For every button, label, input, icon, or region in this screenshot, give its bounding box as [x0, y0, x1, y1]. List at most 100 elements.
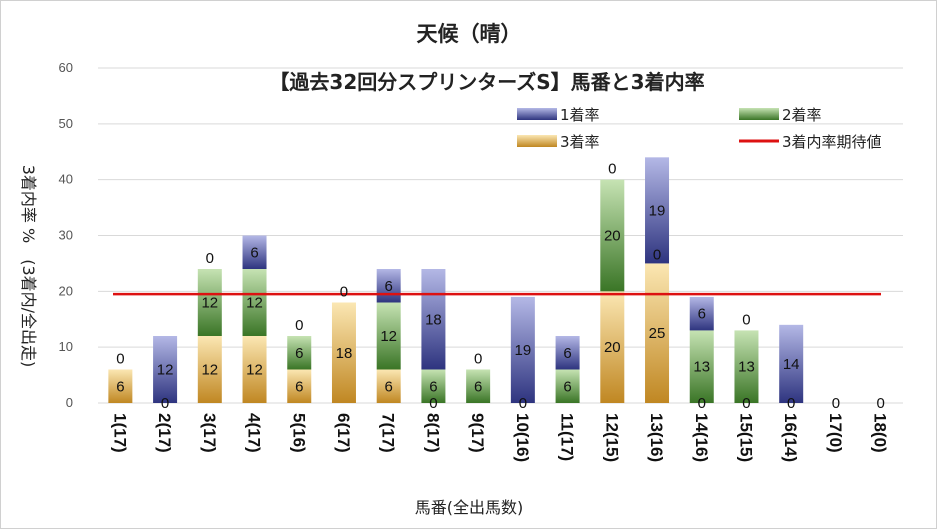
data-label: 12 [201, 295, 218, 312]
data-label: 14 [783, 356, 800, 373]
data-label: 13 [693, 359, 710, 376]
bars [108, 157, 804, 403]
bar-segment-series3-cat1 [108, 369, 133, 403]
x-tick-label: 11(17) [558, 413, 577, 461]
gridlines [98, 67, 903, 404]
y-axis-label: 3着内率 % (3着内/全出走) [19, 165, 38, 368]
bar-segment-series2-cat5 [287, 336, 312, 370]
y-tick-label: 60 [59, 60, 73, 75]
bar-segment-series2-cat14 [689, 330, 714, 403]
bar-segment-series1-cat11 [555, 336, 580, 370]
bar-segment-series2-cat3 [197, 269, 222, 336]
bar-segment-series2-cat7 [376, 302, 401, 370]
x-tick-label: 7(17) [379, 413, 398, 453]
data-label: 0 [832, 395, 840, 412]
data-label: 0 [608, 161, 616, 178]
bar-segment-series1-cat7 [376, 269, 401, 303]
bar-segment-series2-cat12 [600, 179, 625, 292]
data-label: 0 [429, 395, 437, 412]
data-label: 0 [206, 250, 214, 267]
x-tick-label: 8(17) [423, 413, 442, 453]
bar-segment-series3-cat5 [287, 369, 312, 403]
data-label: 6 [295, 345, 303, 362]
bar-segment-series1-cat8 [421, 269, 446, 370]
data-label: 25 [649, 325, 666, 342]
data-label: 12 [380, 328, 397, 345]
data-label: 0 [161, 395, 169, 412]
x-tick-label: 2(17) [155, 413, 174, 453]
data-label: 6 [474, 378, 482, 395]
x-tick-label: 15(15) [736, 413, 755, 462]
chart-title: 天候（晴） [417, 22, 522, 46]
data-label: 6 [563, 345, 571, 362]
legend-label: 3着率 [560, 133, 600, 151]
data-label: 6 [250, 244, 258, 261]
x-tick-label: 14(16) [692, 413, 711, 462]
chart-subtitle: 【過去32回分スプリンターズS】馬番と3着内率 [269, 70, 704, 94]
legend-swatch [517, 135, 557, 147]
x-tick-label: 10(16) [513, 413, 532, 462]
x-tick-label: 6(17) [334, 413, 353, 453]
data-label: 0 [653, 246, 661, 263]
bar-segment-series2-cat11 [555, 369, 580, 403]
y-axis-ticks: 0 10 20 30 40 50 60 [59, 60, 73, 410]
bar-segment-series1-cat4 [242, 235, 267, 269]
data-label: 19 [515, 342, 532, 359]
x-tick-label: 12(15) [602, 413, 621, 462]
data-label: 6 [698, 306, 706, 323]
bar-segment-series3-cat12 [600, 291, 625, 403]
data-label: 12 [157, 362, 174, 379]
data-label: 13 [738, 359, 755, 376]
x-tick-label: 9(17) [468, 413, 487, 453]
bar-segment-series1-cat14 [689, 296, 714, 331]
bar-segment-series3-cat4 [242, 336, 267, 403]
x-tick-label: 1(17) [110, 413, 129, 453]
data-label: 6 [385, 378, 393, 395]
bar-segment-series1-cat2 [153, 336, 178, 403]
data-label: 0 [116, 351, 124, 368]
x-tick-label: 3(17) [200, 413, 219, 453]
data-label: 0 [876, 395, 884, 412]
data-label: 0 [742, 311, 750, 328]
x-tick-label: 16(14) [781, 413, 800, 462]
data-label: 18 [425, 311, 442, 328]
data-label: 0 [474, 351, 482, 368]
bar-segment-series3-cat7 [376, 369, 401, 403]
bar-segment-series2-cat4 [242, 269, 267, 336]
legend: 1着率 2着率 3着率 3着内率期待値 [517, 106, 882, 151]
x-tick-label: 17(0) [826, 413, 845, 453]
data-label: 12 [246, 362, 263, 379]
y-tick-label: 30 [59, 228, 73, 243]
data-label: 12 [246, 295, 263, 312]
bar-segment-series3-cat6 [331, 302, 356, 403]
data-label: 18 [336, 345, 353, 362]
x-tick-label: 5(16) [289, 413, 308, 453]
data-label: 6 [385, 278, 393, 295]
data-label: 0 [742, 395, 750, 412]
bar-segment-series3-cat3 [197, 336, 222, 403]
data-label: 20 [604, 228, 621, 245]
data-label: 20 [604, 339, 621, 356]
bar-segment-series1-cat16 [779, 324, 804, 403]
legend-swatch [517, 108, 557, 120]
data-label: 0 [340, 284, 348, 301]
y-tick-label: 50 [59, 116, 73, 131]
y-tick-label: 0 [66, 395, 73, 410]
bar-segment-series1-cat13 [645, 157, 670, 264]
data-label: 6 [295, 378, 303, 395]
x-axis-label: 馬番(全出馬数) [415, 498, 524, 517]
data-label: 19 [649, 202, 666, 219]
x-tick-label: 13(16) [647, 413, 666, 462]
data-label: 6 [563, 378, 571, 395]
bar-segment-series2-cat8 [421, 369, 446, 403]
y-tick-label: 10 [59, 339, 73, 354]
bar-segment-series2-cat15 [734, 330, 759, 403]
x-tick-label: 18(0) [871, 413, 890, 453]
data-label: 0 [519, 395, 527, 412]
data-label: 0 [787, 395, 795, 412]
legend-label: 3着内率期待値 [782, 133, 882, 151]
data-label: 12 [201, 362, 218, 379]
y-tick-label: 40 [59, 172, 73, 187]
